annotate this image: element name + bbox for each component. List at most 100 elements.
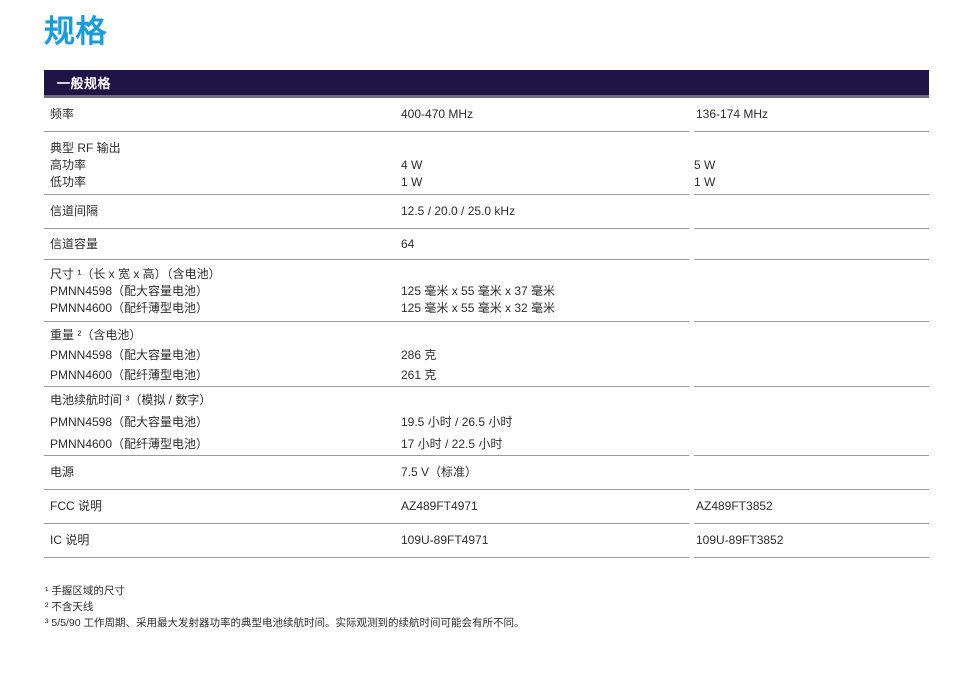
spec-label: 信道容量 <box>50 237 99 251</box>
spec-label: 尺寸 ¹（长 x 宽 x 高）（含电池） <box>50 267 221 281</box>
spec-value: 125 毫米 x 55 毫米 x 32 毫米 <box>401 301 556 315</box>
row-main-cell: 电池续航时间 ³（模拟 / 数字） PMNN4598（配大容量电池） PMNN460… <box>44 387 689 456</box>
spec-label: PMNN4600（配纤薄型电池） <box>50 301 209 315</box>
spec-value: 12.5 / 20.0 / 25.0 kHz <box>401 204 516 218</box>
spec-label-column: 重量 ²（含电池） PMNN4598（配大容量电池） PMNN4600（配纤薄型电池… <box>44 325 401 385</box>
row-main-cell: IC 说明 109U-89FT4971 <box>44 524 689 558</box>
spec-value-column: 7.5 V（标准） <box>401 464 689 480</box>
spec-value-column: 109U-89FT4971 <box>401 532 689 548</box>
row-main-cell: 信道间隔 12.5 / 20.0 / 25.0 kHz <box>44 195 689 229</box>
table-row: 信道容量 64 <box>44 229 929 260</box>
spec-value-alt <box>694 236 929 252</box>
spec-value-alt: AZ489FT3852 <box>696 499 773 513</box>
spec-value-alt <box>694 345 929 365</box>
spec-value-alt: 136-174 MHz <box>696 107 769 121</box>
spec-value-column: 19.5 小时 / 26.5 小时 17 小时 / 22.5 小时 <box>401 389 689 455</box>
spec-label: 重量 ²（含电池） <box>50 328 142 342</box>
spec-label-column: 信道间隔 <box>44 203 401 219</box>
spec-label: 信道间隔 <box>50 204 99 218</box>
spec-value-alt <box>694 389 929 411</box>
spec-label-column: 电源 <box>44 464 401 480</box>
spec-value-alt-column <box>694 260 929 322</box>
footnote: ³ 5/5/90 工作周期、采用最大发射器功率的典型电池续航时间。实际观测到的续… <box>45 617 525 629</box>
spec-value-alt <box>694 433 929 455</box>
spec-value-alt <box>694 266 929 283</box>
spec-label-column: 频率 <box>44 106 401 122</box>
spec-value: AZ489FT4971 <box>401 499 478 513</box>
spec-label: FCC 说明 <box>50 499 102 513</box>
spec-value: 19.5 小时 / 26.5 小时 <box>401 415 513 429</box>
spec-value-alt: 1 W <box>694 175 716 189</box>
row-main-cell: 电源 7.5 V（标准） <box>44 456 689 490</box>
spec-value-alt <box>694 365 929 385</box>
table-row: 电池续航时间 ³（模拟 / 数字） PMNN4598（配大容量电池） PMNN460… <box>44 387 929 456</box>
spec-value: 125 毫米 x 55 毫米 x 37 毫米 <box>401 284 556 298</box>
spec-value-alt <box>694 283 929 300</box>
spec-value-alt <box>696 203 929 219</box>
spec-value-alt <box>694 325 929 345</box>
section-header-general-specs: 一般规格 <box>44 70 929 98</box>
spec-label: 电源 <box>50 465 75 479</box>
spec-table: 频率 400-470 MHz 136-174 MHz 典型 RF 输出 高功率 低功率 4 … <box>44 98 929 558</box>
spec-label: 高功率 <box>50 158 87 172</box>
spec-value-alt-column: AZ489FT3852 <box>694 490 929 524</box>
row-main-cell: 重量 ²（含电池） PMNN4598（配大容量电池） PMNN4600（配纤薄型电池… <box>44 322 689 387</box>
spec-value <box>401 325 689 345</box>
spec-value: 64 <box>401 237 415 251</box>
spec-label: 典型 RF 输出 <box>50 141 121 155</box>
spec-value-alt-column <box>694 456 929 490</box>
table-row: 尺寸 ¹（长 x 宽 x 高）（含电池） PMNN4598（配大容量电池） PMNN… <box>44 260 929 322</box>
row-main-cell: 信道容量 64 <box>44 229 689 260</box>
table-row: 电源 7.5 V（标准） <box>44 456 929 490</box>
spec-label-column: IC 说明 <box>44 532 401 548</box>
spec-page: 规格 一般规格 频率 400-470 MHz 136-174 MHz 典型 RF 输出… <box>44 0 929 631</box>
spec-value-column: 12.5 / 20.0 / 25.0 kHz <box>401 203 689 219</box>
page-title: 规格 <box>44 14 107 49</box>
spec-value-alt-column <box>694 387 929 456</box>
spec-value: 17 小时 / 22.5 小时 <box>401 437 503 451</box>
spec-label-column: 尺寸 ¹（长 x 宽 x 高）（含电池） PMNN4598（配大容量电池） PMNN… <box>44 266 401 317</box>
spec-label: PMNN4598（配大容量电池） <box>50 415 209 429</box>
spec-label-column: 典型 RF 输出 高功率低功率 <box>44 140 401 191</box>
table-row: FCC 说明 AZ489FT4971 AZ489FT3852 <box>44 490 929 524</box>
spec-value-alt-column <box>694 229 929 260</box>
table-row: IC 说明 109U-89FT4971 109U-89FT3852 <box>44 524 929 558</box>
table-row: 信道间隔 12.5 / 20.0 / 25.0 kHz <box>44 195 929 229</box>
spec-value: 261 克 <box>401 368 437 382</box>
spec-value: 7.5 V（标准） <box>401 465 478 479</box>
spec-label: IC 说明 <box>50 533 90 547</box>
row-main-cell: 尺寸 ¹（长 x 宽 x 高）（含电池） PMNN4598（配大容量电池） PMNN… <box>44 260 689 322</box>
spec-value: 1 W <box>401 175 423 189</box>
spec-value-alt: 5 W <box>694 158 716 172</box>
spec-label: PMNN4598（配大容量电池） <box>50 348 209 362</box>
spec-label-column: FCC 说明 <box>44 498 401 514</box>
row-main-cell: 频率 400-470 MHz <box>44 98 689 132</box>
spec-value-alt <box>694 140 929 157</box>
footnote: ² 不含天线 <box>45 601 94 613</box>
spec-label: 电池续航时间 ³（模拟 / 数字） <box>50 393 212 407</box>
spec-value-alt <box>694 300 929 317</box>
spec-label-column: 信道容量 <box>44 236 401 252</box>
spec-value-column: 64 <box>401 236 689 252</box>
spec-value <box>401 389 689 411</box>
spec-value <box>401 140 689 157</box>
spec-value: 286 克 <box>401 348 437 362</box>
footnotes: ¹ 手握区域的尺寸 ² 不含天线 ³ 5/5/90 工作周期、采用最大发射器功率的典… <box>44 583 929 631</box>
row-main-cell: FCC 说明 AZ489FT4971 <box>44 490 689 524</box>
footnote: ¹ 手握区域的尺寸 <box>45 585 125 597</box>
spec-label: PMNN4600（配纤薄型电池） <box>50 437 209 451</box>
table-row: 重量 ²（含电池） PMNN4598（配大容量电池） PMNN4600（配纤薄型电池… <box>44 322 929 387</box>
spec-label: PMNN4600（配纤薄型电池） <box>50 368 209 382</box>
section-header-label: 一般规格 <box>57 76 112 91</box>
spec-label: 低功率 <box>50 175 87 189</box>
spec-value-column: AZ489FT4971 <box>401 498 689 514</box>
spec-value-alt <box>694 411 929 433</box>
spec-value <box>401 266 689 283</box>
spec-value-column: 400-470 MHz <box>401 106 689 122</box>
spec-label: 频率 <box>50 107 75 121</box>
spec-value: 109U-89FT4971 <box>401 533 489 547</box>
